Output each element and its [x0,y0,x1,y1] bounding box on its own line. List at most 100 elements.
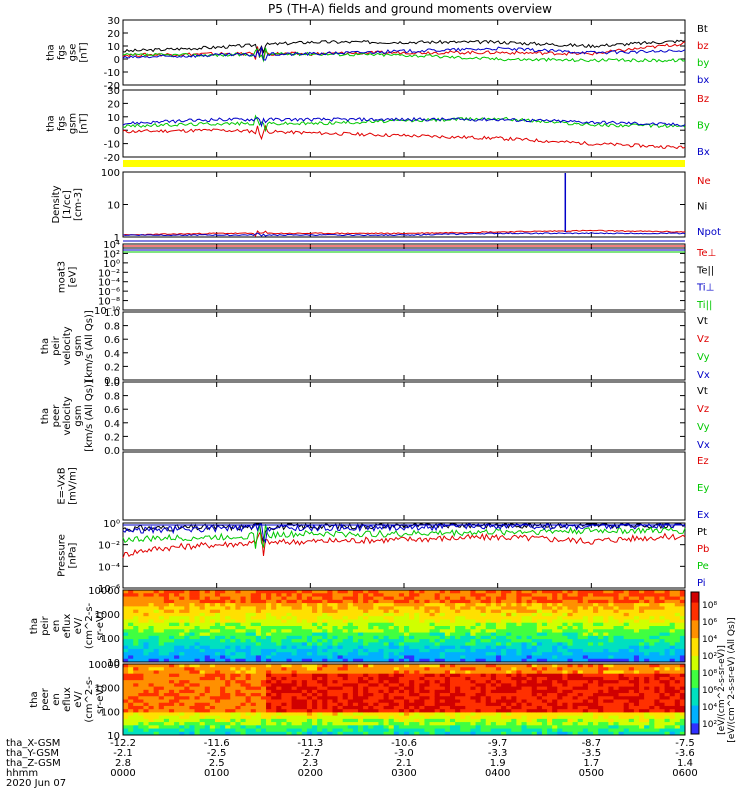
spectrogram-cell [414,636,420,640]
spectrogram-cell [542,703,548,707]
spectrogram-cell [476,709,482,713]
spectrogram-cell [189,670,195,674]
spectrogram-cell [573,626,579,630]
spectrogram-cell [271,610,277,614]
spectrogram-cell [501,636,507,640]
spectrogram-cell [440,670,446,674]
spectrogram-cell [522,597,528,601]
spectrogram-cell [123,709,129,713]
spectrogram-cell [542,719,548,723]
spectrogram-cell [649,649,655,653]
spectrogram-cell [327,646,333,650]
spectrogram-cell [537,677,543,681]
spectrogram-cell [481,712,487,716]
spectrogram-cell [271,603,277,607]
spectrogram-cell [292,674,298,678]
spectrogram-cell [414,652,420,656]
spectrogram-cell [598,629,604,633]
spectrogram-cell [516,700,522,704]
spectrogram-cell [225,616,231,620]
spectrogram-cell [195,610,201,614]
spectrogram-cell [143,687,149,691]
ytick-label: 10000 [88,586,120,597]
spectrogram-cell [598,590,604,594]
spectrogram-cell [312,677,318,681]
spectrogram-cell [552,597,558,601]
spectrogram-cell [261,703,267,707]
spectrogram-cell [440,623,446,627]
spectrogram-cell [613,703,619,707]
spectrogram-cell [511,703,517,707]
spectrogram-cell [460,636,466,640]
spectrogram-cell [629,655,635,659]
spectrogram-cell [424,696,430,700]
spectrogram-cell [547,597,553,601]
spectrogram-cell [235,706,241,710]
spectrogram-cell [516,696,522,700]
spectrogram-cell [430,633,436,637]
spectrogram-cell [424,683,430,687]
spectrogram-cell [138,603,144,607]
spectrogram-cell [465,664,471,668]
spectrogram-cell [220,616,226,620]
spectrogram-cell [200,690,206,694]
spectrogram-cell [445,687,451,691]
spectrogram-cell [578,667,584,671]
spectrogram-cell [210,652,216,656]
spectrogram-cell [608,655,614,659]
spectrogram-cell [322,680,328,684]
spectrogram-cell [419,597,425,601]
spectrogram-cell [368,649,374,653]
spectrogram-cell [348,687,354,691]
spectrogram-cell [174,667,180,671]
spectrogram-cell [307,712,313,716]
spectrogram-cell [317,613,323,617]
spectrogram-cell [210,593,216,597]
spectrogram-cell [608,722,614,726]
spectrogram-cell [573,729,579,733]
spectrogram-cell [511,655,517,659]
spectrogram-cell [619,722,625,726]
spectrogram-cell [578,696,584,700]
spectrogram-cell [537,722,543,726]
spectrogram-cell [430,703,436,707]
spectrogram-cell [522,687,528,691]
spectrogram-cell [128,616,134,620]
spectrogram-cell [593,725,599,729]
spectrogram-cell [220,597,226,601]
spectrogram-cell [598,687,604,691]
ylabel-line: tha [29,691,40,707]
spectrogram-cell [644,649,650,653]
spectrogram-cell [123,610,129,614]
spectrogram-cell [516,667,522,671]
spectrogram-cell [358,655,364,659]
spectrogram-cell [251,639,257,643]
spectrogram-cell [149,610,155,614]
spectrogram-cell [419,636,425,640]
spectrogram-cell [481,700,487,704]
spectrogram-cell [225,664,231,668]
spectrogram-cell [149,700,155,704]
spectrogram-cell [215,646,221,650]
spectrogram-cell [399,683,405,687]
legend-entry-vy: Vy [697,422,710,433]
spectrogram-cell [128,590,134,594]
spectrogram-cell [511,709,517,713]
spectrogram-cell [332,626,338,630]
spectrogram-cell [481,703,487,707]
spectrogram-cell [394,636,400,640]
spectrogram-cell [378,642,384,646]
spectrogram-cell [276,610,282,614]
spectrogram-cell [205,725,211,729]
spectrogram-cell [281,629,287,633]
spectrogram-cell [675,613,681,617]
spectrogram-cell [128,683,134,687]
spectrogram-cell [327,639,333,643]
spectrogram-cell [230,613,236,617]
spectrogram-cell [501,600,507,604]
spectrogram-cell [384,623,390,627]
spectrogram-cell [424,642,430,646]
spectrogram-cell [133,687,139,691]
spectrogram-cell [470,693,476,697]
spectrogram-cell [562,636,568,640]
